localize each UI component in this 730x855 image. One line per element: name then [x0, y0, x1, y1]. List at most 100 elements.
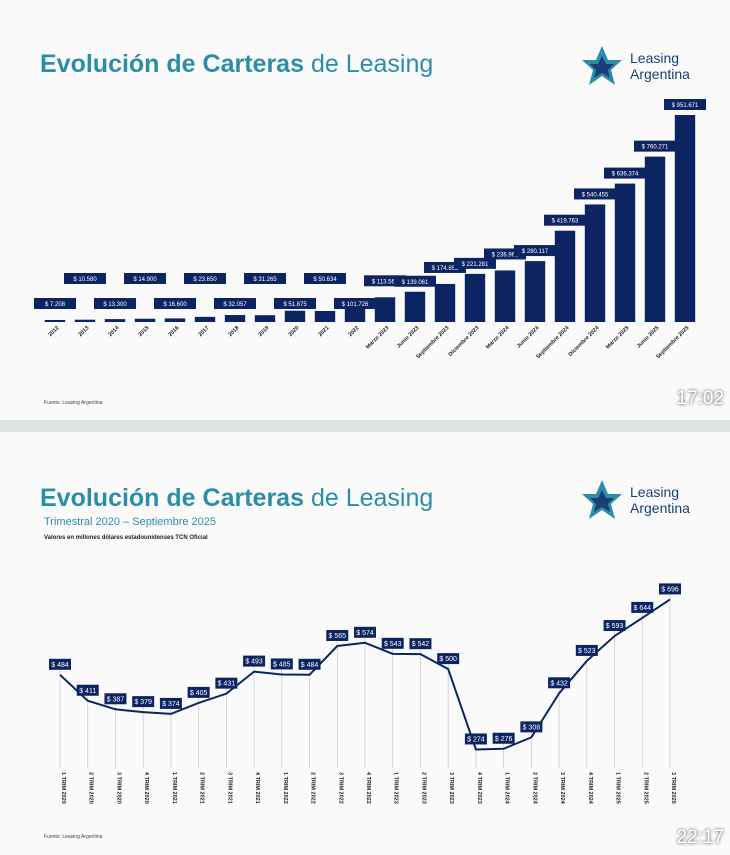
source-note: Fuente: Leasing Argentina	[44, 400, 103, 406]
data-label: $ 523	[578, 648, 596, 655]
x-tick-label: 4 TRIM 2024	[587, 772, 593, 805]
data-label: $ 405	[190, 690, 208, 697]
bar	[254, 315, 276, 322]
bar-chart: $ 7.208 2012 $ 10.580 2013 $ 13.300 2014 $ 14.…	[34, 99, 706, 361]
data-label: $ 113.566	[372, 279, 399, 285]
data-label: $ 236.963	[492, 252, 519, 258]
data-label-box	[274, 298, 316, 309]
logo-star-icon	[582, 46, 622, 85]
bar	[284, 310, 306, 322]
x-tick-label: 2018	[228, 325, 241, 338]
data-label: $ 432	[550, 680, 568, 687]
data-label: $ 542	[412, 641, 430, 648]
slide-subtitle: Trimestral 2020 – Septiembre 2025	[44, 516, 217, 528]
data-label: $ 10.580	[73, 277, 97, 283]
line-chart: $ 484 1 TRIM 2020 $ 411 2 TRIM 2020 $ 387 3 T…	[49, 583, 681, 805]
data-label: $ 308	[523, 724, 541, 731]
data-label-box	[215, 677, 238, 689]
slide-title: Evolución de Carteras de Leasing	[40, 50, 434, 78]
bar	[494, 270, 516, 322]
bar	[554, 230, 576, 322]
x-tick-label: 3 TRIM 2023	[448, 772, 454, 804]
data-label: $ 174.853	[432, 266, 459, 272]
x-tick-label: 2014	[108, 325, 122, 339]
data-label-box	[154, 298, 196, 309]
bar	[584, 204, 606, 322]
x-tick-label: 2 TRIM 2022	[310, 772, 316, 804]
x-tick-label: 4 TRIM 2020	[143, 772, 149, 804]
x-tick-label: Diciembre 2024	[568, 325, 601, 358]
data-label-box	[381, 637, 404, 649]
data-label: $ 50.634	[313, 277, 337, 283]
x-tick-label: 2 TRIM 2023	[420, 772, 426, 804]
data-label-box	[454, 257, 496, 269]
data-label: $ 411	[79, 688, 96, 695]
data-label-box	[574, 188, 616, 200]
x-tick-label: 2020	[288, 325, 301, 338]
bar	[464, 273, 486, 322]
data-label: $ 139.061	[402, 280, 429, 286]
source-note: Fuente: Leasing Argentina	[44, 834, 103, 840]
bar	[224, 315, 246, 322]
logo: Leasing Argentina	[580, 44, 700, 88]
x-tick-label: 2012	[48, 325, 61, 338]
x-tick-label: 3 TRIM 2021	[226, 772, 232, 804]
x-tick-label: Junio 2025	[636, 325, 660, 349]
data-label-box	[544, 214, 586, 226]
data-label: $ 484	[301, 662, 319, 669]
data-label: $ 431	[218, 681, 236, 688]
bar	[44, 320, 66, 322]
data-label: $ 51.875	[283, 302, 307, 308]
data-label-box	[575, 644, 598, 656]
x-tick-label: 2 TRIM 2020	[88, 772, 94, 804]
logo-star-icon	[582, 480, 622, 519]
x-tick-label: 2013	[78, 325, 91, 338]
data-label-box	[243, 655, 266, 667]
data-label-box	[64, 273, 106, 284]
bar	[614, 183, 636, 322]
data-label-box	[409, 638, 432, 650]
data-label: $ 7.208	[45, 302, 66, 308]
data-label: $ 32.057	[223, 302, 247, 308]
data-label: $ 23.650	[193, 277, 217, 283]
data-label-box	[298, 658, 321, 670]
data-label-box	[334, 298, 376, 309]
data-label: $ 101.726	[342, 302, 369, 308]
bar	[674, 115, 696, 322]
x-tick-label: 2016	[168, 325, 181, 338]
data-label-box	[464, 733, 487, 745]
data-label: $ 696	[661, 586, 679, 593]
data-label-box	[664, 99, 706, 110]
x-tick-label: Junio 2024	[516, 325, 541, 350]
data-label-box	[326, 630, 349, 641]
x-tick-label: Marzo 2025	[605, 325, 630, 350]
data-label: $ 14.900	[133, 277, 157, 283]
data-label-box	[548, 677, 571, 689]
bar	[404, 291, 426, 322]
data-label: $ 760.271	[642, 145, 669, 151]
data-label-box	[514, 245, 556, 257]
x-tick-label: 2022	[348, 325, 361, 338]
x-tick-label: 2015	[138, 325, 151, 338]
x-tick-label: Septiembre 2024	[535, 325, 571, 361]
data-label-box	[354, 626, 376, 638]
x-tick-label: 1 TRIM 2024	[504, 772, 510, 805]
data-label-box	[603, 620, 626, 632]
x-tick-label: 1 TRIM 2021	[171, 772, 177, 804]
bar	[104, 319, 126, 322]
data-label: $ 274	[467, 736, 485, 743]
data-label-box	[631, 601, 654, 613]
data-label: $ 276	[495, 736, 513, 743]
data-label-box	[394, 275, 436, 287]
bar	[164, 318, 186, 322]
x-tick-label: 2021	[318, 325, 331, 338]
x-tick-label: 1 TRIM 2022	[282, 772, 288, 804]
data-label: $ 31.265	[253, 277, 277, 283]
slide-line-chart: Evolución de Carteras de Leasing Trimest…	[0, 432, 730, 855]
data-label-box	[659, 583, 681, 595]
data-label: $ 493	[245, 659, 263, 666]
x-tick-label: Diciembre 2023	[448, 325, 481, 358]
logo: Leasing Argentina	[580, 478, 700, 522]
data-label-box	[124, 273, 166, 284]
x-tick-label: 4 TRIM 2022	[365, 772, 371, 804]
